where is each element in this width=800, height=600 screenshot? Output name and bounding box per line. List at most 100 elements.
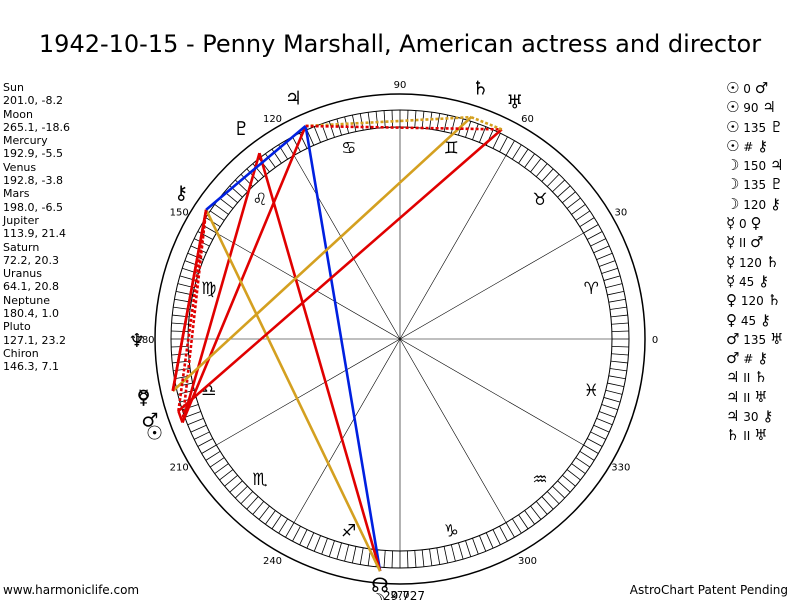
- zodiac-sign-glyph: ♓: [584, 381, 599, 401]
- degree-tick: [512, 144, 522, 160]
- planet-position: 198.0, -6.5: [3, 200, 63, 214]
- degree-tick: [512, 518, 522, 534]
- degree-tick: [518, 148, 529, 164]
- degree-tick: [492, 133, 501, 149]
- aspect-row: ♀ 120 ♄: [726, 291, 783, 310]
- aspect-line: [304, 125, 382, 572]
- aspect-planet-b: ⚷: [757, 349, 769, 368]
- degree-tick: [605, 389, 623, 395]
- degree-label: 120: [263, 114, 282, 125]
- degree-tick: [229, 480, 243, 493]
- aspect-line: [172, 116, 473, 392]
- degree-tick: [479, 126, 487, 143]
- spoke-line: [399, 338, 507, 523]
- spoke-line: [293, 155, 401, 340]
- degree-tick: [524, 153, 535, 168]
- aspect-angle: 120: [737, 294, 768, 309]
- aspect-angle: II: [739, 390, 755, 405]
- degree-tick: [299, 529, 308, 545]
- degree-tick: [359, 547, 364, 565]
- degree-label: 60: [521, 114, 534, 125]
- zodiac-sign-glyph: ♒: [532, 470, 547, 490]
- aspect-angle: 45: [735, 274, 759, 289]
- aspect-angle: 135: [739, 120, 770, 135]
- planet-name: Moon: [3, 107, 33, 121]
- aspect-angle: 120: [739, 197, 770, 212]
- degree-tick: [575, 457, 591, 468]
- zodiac-sign-glyph: ♈: [584, 279, 599, 299]
- aspect-row: ☿ 120 ♄: [726, 253, 783, 272]
- aspect-angle: 45: [737, 313, 760, 328]
- degree-tick: [292, 136, 301, 153]
- aspect-planet-b: ♀: [750, 214, 762, 233]
- aspect-line: [305, 124, 502, 131]
- aspect-planet-b: ♇: [770, 175, 784, 194]
- degree-tick: [611, 330, 629, 333]
- aspect-angle: 120: [735, 255, 766, 270]
- degree-tick: [535, 501, 548, 515]
- aspect-planet-a: ♂: [726, 349, 740, 368]
- aspect-angle: 135: [739, 178, 770, 193]
- aspect-row: ♃ II ♅: [726, 388, 783, 407]
- degree-tick: [306, 532, 315, 549]
- degree-tick: [601, 404, 618, 411]
- aspect-planet-a: ☉: [726, 79, 740, 97]
- degree-tick: [601, 267, 618, 274]
- planet-position: 72.2, 20.3: [3, 253, 59, 267]
- zodiac-sign-glyph: ♑: [444, 521, 459, 541]
- degree-tick: [609, 306, 627, 310]
- degree-tick: [590, 431, 606, 440]
- aspect-planet-a: ♃: [726, 368, 740, 387]
- aspect-planet-a: ☽: [726, 194, 740, 213]
- degree-tick: [593, 424, 610, 433]
- degree-tick: [240, 491, 254, 505]
- degree-label: 270: [390, 590, 409, 600]
- degree-tick: [583, 444, 599, 454]
- aspect-row: ♀ 45 ⚷: [726, 311, 783, 330]
- degree-tick: [599, 260, 616, 267]
- degree-tick: [265, 510, 276, 525]
- degree-tick: [205, 451, 221, 461]
- degree-tick: [406, 110, 409, 128]
- degree-tick: [530, 505, 542, 520]
- aspect-planet-a: ♃: [726, 387, 740, 406]
- degree-tick: [541, 168, 554, 182]
- degree-tick: [557, 480, 571, 493]
- wheel-outer-circle: [154, 93, 646, 585]
- planet-name: Chiron: [3, 346, 39, 360]
- node-glyph: ☊: [371, 573, 389, 597]
- degree-tick: [608, 375, 626, 380]
- degree-tick: [607, 382, 625, 388]
- degree-tick: [219, 197, 234, 209]
- degree-tick: [610, 360, 628, 364]
- spoke-line: [293, 338, 401, 523]
- degree-tick: [505, 140, 515, 156]
- degree-tick: [611, 322, 629, 325]
- zodiac-sign-glyph: ♋: [341, 139, 356, 159]
- aspect-planet-b: ⚷: [770, 194, 781, 213]
- degree-tick: [575, 210, 591, 221]
- aspect-planet-b: ♃: [770, 156, 784, 175]
- aspect-planet-a: ☿: [726, 252, 736, 271]
- planet-glyph: ♄: [472, 78, 489, 100]
- aspect-row: ☿ II ♂: [726, 233, 783, 252]
- degree-tick: [472, 123, 479, 140]
- degree-tick: [499, 525, 508, 542]
- aspect-line: [258, 152, 382, 572]
- degree-tick: [546, 173, 560, 187]
- aspect-planet-a: ♃: [726, 407, 740, 426]
- spoke-line: [399, 232, 584, 340]
- degree-tick: [214, 463, 229, 474]
- aspect-planet-b: ⚷: [759, 310, 771, 329]
- degree-tick: [383, 550, 386, 568]
- degree-tick: [566, 469, 581, 481]
- degree-tick: [391, 110, 394, 128]
- degree-tick: [351, 114, 357, 132]
- planet-glyph: ♀: [137, 386, 151, 408]
- degree-tick: [579, 217, 595, 227]
- planet-glyph: ♅: [506, 91, 523, 113]
- planet-glyph: ♂: [141, 409, 158, 431]
- degree-tick: [246, 496, 259, 510]
- degree-label: 330: [611, 463, 630, 474]
- degree-tick: [505, 522, 515, 538]
